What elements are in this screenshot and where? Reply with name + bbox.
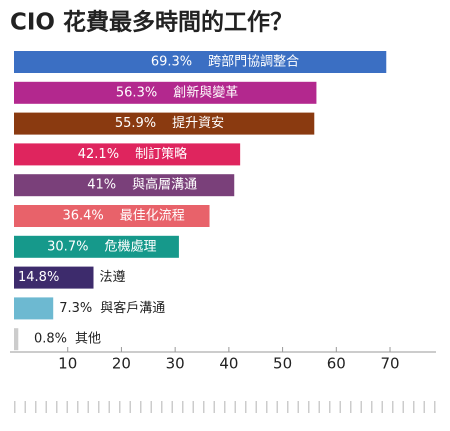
x-tick-label: 70	[380, 355, 399, 373]
category-label: 危機處理	[104, 239, 156, 254]
value-label: 42.1%	[78, 147, 119, 162]
chart-title: CIO 花費最多時間的工作？	[10, 9, 293, 36]
value-label: 30.7%	[47, 239, 88, 254]
bar	[14, 81, 317, 104]
bar	[14, 174, 235, 197]
bar	[14, 112, 315, 135]
category-label: 最佳化流程	[120, 209, 185, 224]
bar	[14, 235, 179, 258]
value-label: 36.4%	[62, 209, 103, 224]
bar	[14, 297, 54, 320]
bar	[14, 328, 19, 351]
value-label: 41%	[87, 178, 116, 193]
category-label: 與高層溝通	[132, 177, 197, 193]
x-tick-label: 60	[327, 355, 346, 373]
category-label: 法遵	[100, 269, 126, 285]
x-tick-label: 20	[112, 355, 131, 373]
value-label: 69.3%	[151, 55, 192, 70]
category-label: 其他	[75, 332, 101, 347]
category-label: 跨部門協調整合	[208, 55, 299, 70]
value-label: 55.9%	[115, 116, 156, 131]
value-label: 7.3%	[59, 301, 92, 316]
x-tick-label: 10	[58, 355, 77, 373]
category-label: 制訂策略	[135, 146, 187, 162]
value-label: 0.8%	[34, 332, 67, 347]
bar	[14, 266, 94, 289]
x-tick-label: 30	[166, 355, 185, 373]
x-tick-label: 40	[219, 355, 238, 373]
value-label: 14.8%	[18, 270, 59, 285]
bar	[14, 205, 210, 227]
x-tick-label: 50	[273, 355, 292, 373]
category-label: 與客戶溝通	[100, 300, 165, 316]
bar	[14, 51, 387, 73]
category-label: 提升資安	[172, 115, 224, 131]
bar	[14, 143, 241, 166]
category-label: 創新與變革	[173, 84, 238, 100]
value-label: 56.3%	[116, 85, 157, 100]
